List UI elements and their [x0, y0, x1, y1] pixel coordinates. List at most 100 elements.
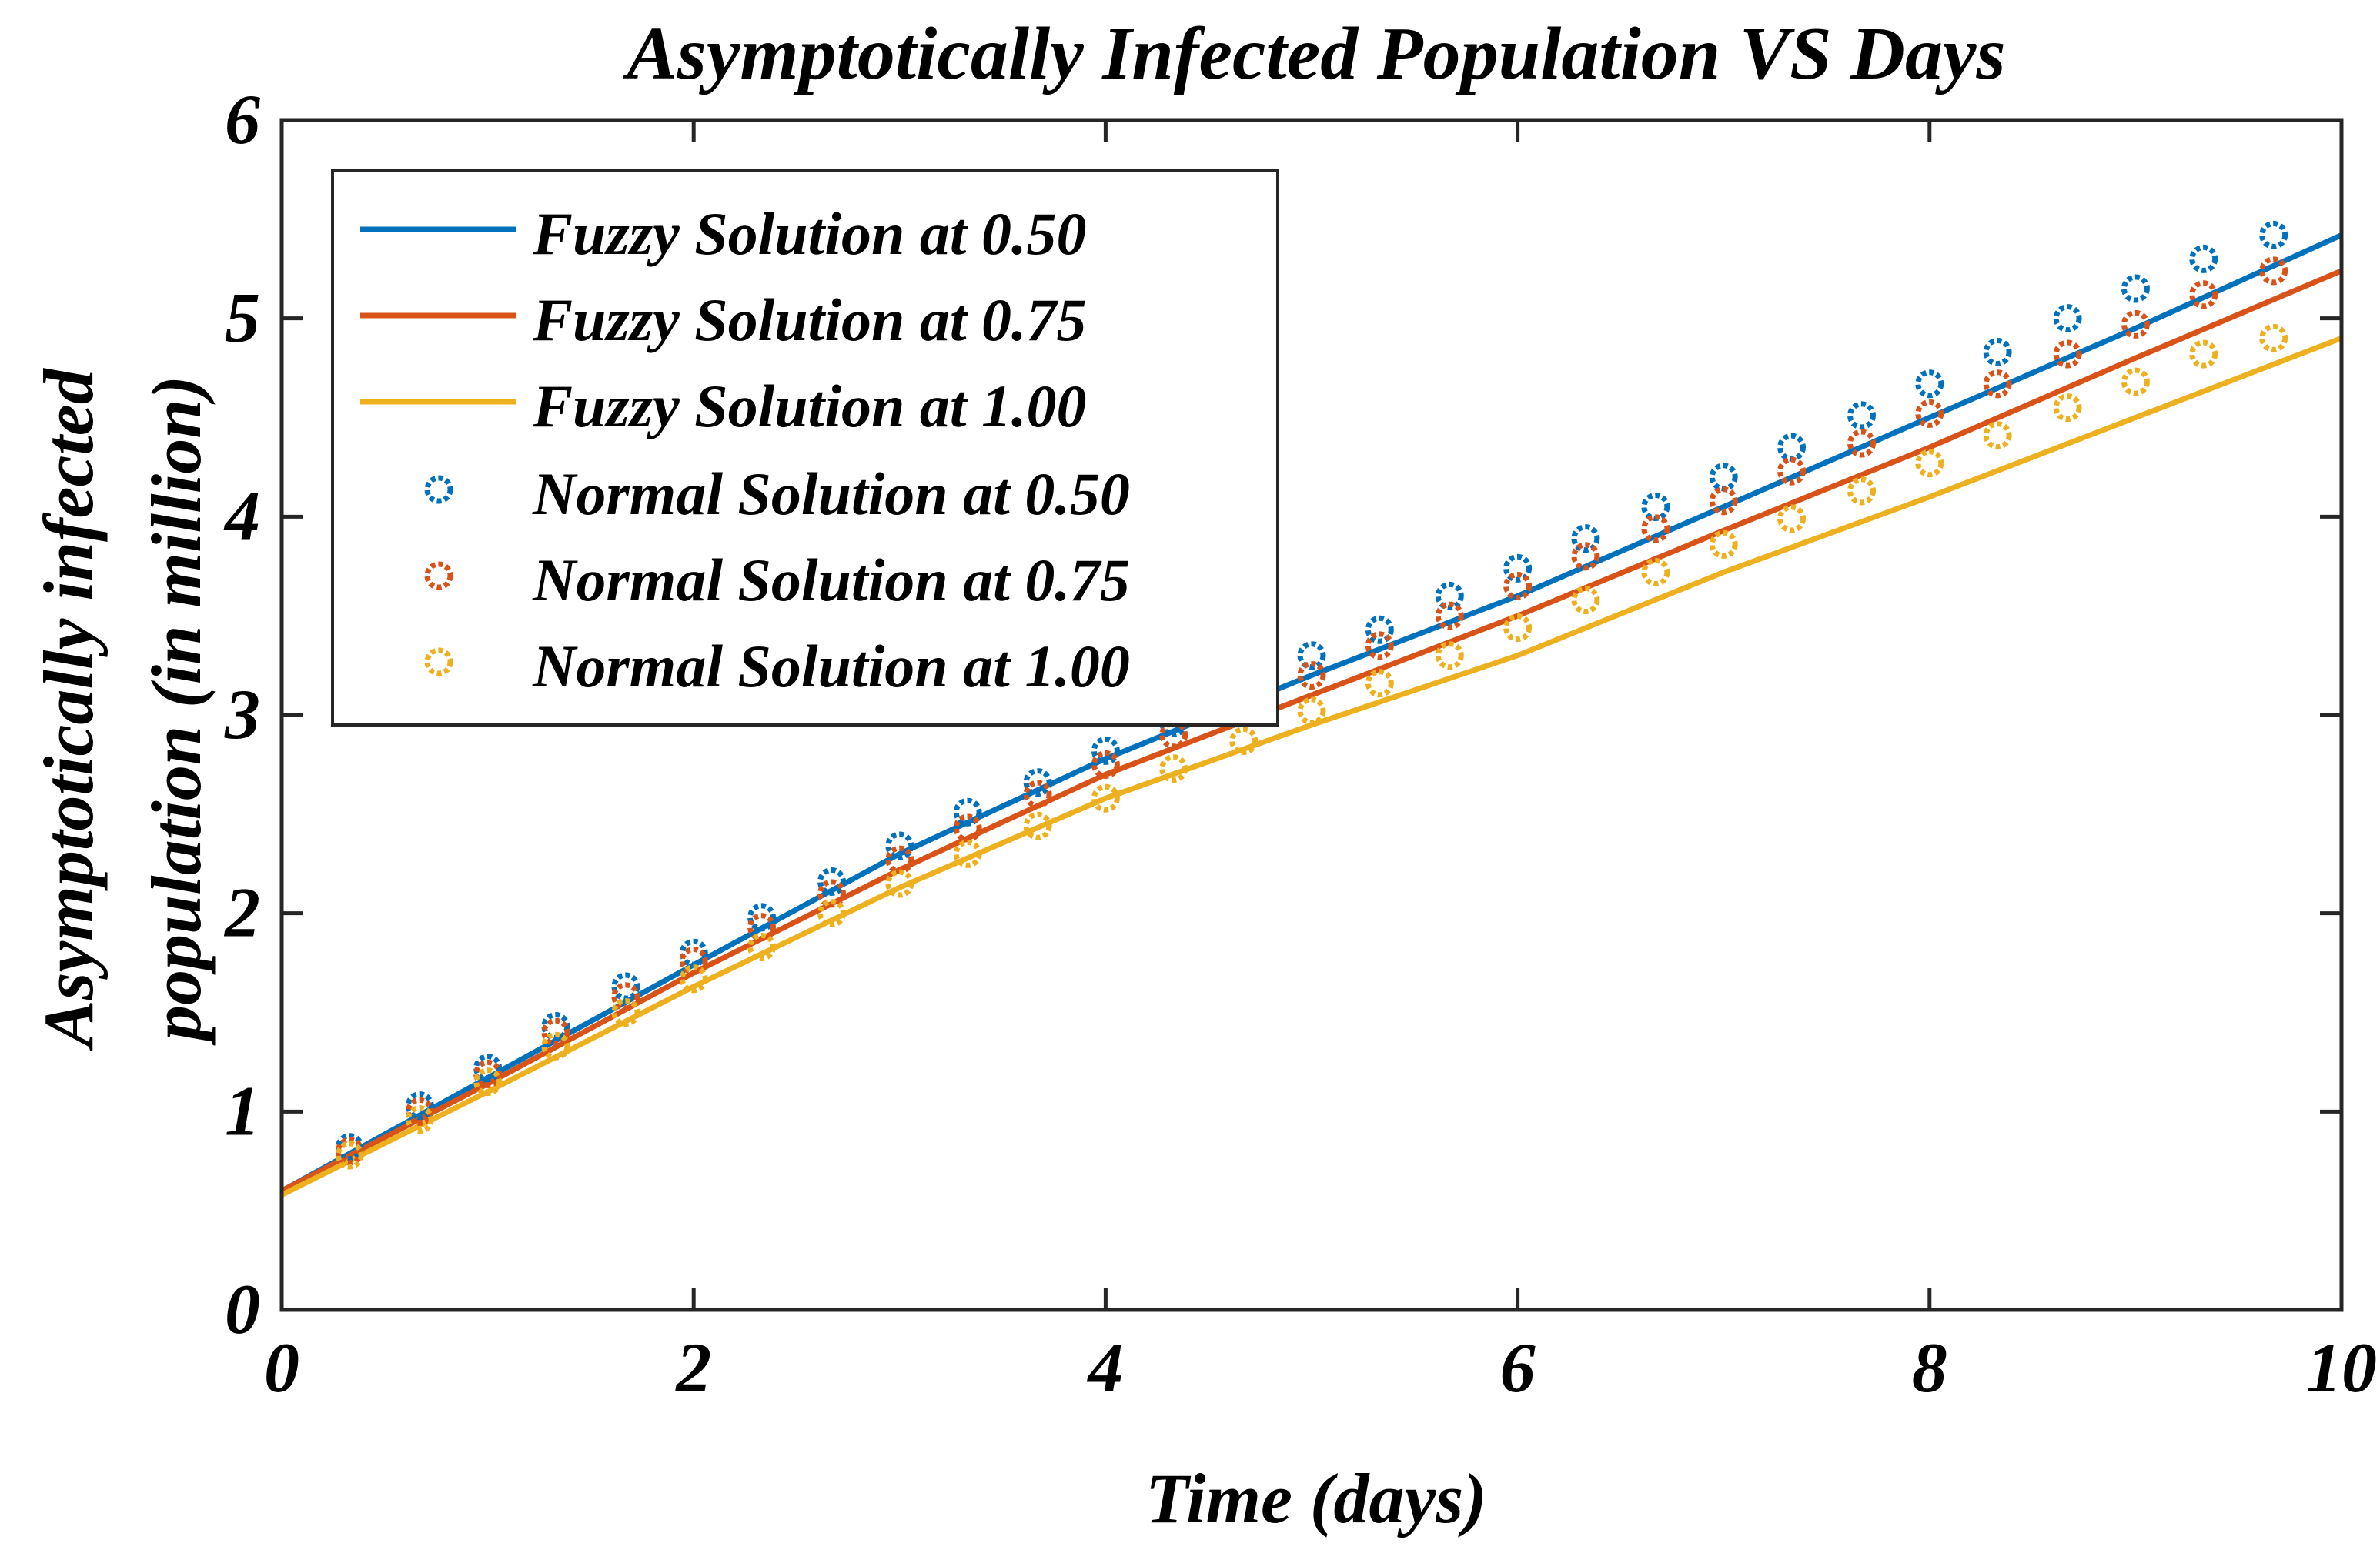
marker-normal-solution-at-0-75-point — [817, 879, 846, 908]
marker-normal-solution-at-0-50-point — [1023, 768, 1052, 797]
legend-marker-normal-solution-at-0-75 — [424, 561, 453, 590]
legend-label-fuzzy-075: Fuzzy Solution at 0.75 — [532, 286, 1087, 353]
marker-normal-solution-at-0-75-point — [1709, 486, 1738, 516]
y-axis-label: Asymptotically infected population (in m… — [29, 367, 216, 1051]
marker-normal-solution-at-1-00-point — [473, 1067, 503, 1097]
marker-normal-solution-at-1-00-point — [1503, 613, 1533, 643]
marker-normal-solution-at-1-00-point — [817, 899, 846, 928]
marker-normal-solution-at-0-75-point — [611, 982, 640, 1011]
x-axis-label: Time (days) — [1145, 1459, 1487, 1538]
marker-normal-solution-at-1-00-point — [1983, 421, 2012, 450]
y-tick-label: 6 — [225, 80, 260, 159]
marker-normal-solution-at-1-00-point — [335, 1141, 364, 1170]
y-tick-label: 0 — [225, 1270, 260, 1348]
legend-symbols — [360, 226, 516, 676]
y-tick-label: 1 — [225, 1071, 260, 1150]
marker-normal-solution-at-1-00-point — [1571, 586, 1600, 615]
marker-normal-solution-at-1-00-point — [1847, 476, 1876, 506]
marker-normal-solution-at-0-50-point — [1983, 337, 2012, 366]
marker-normal-solution-at-1-00-point — [1915, 449, 1944, 478]
marker-normal-solution-at-0-75-point — [335, 1137, 364, 1166]
y-tick-label: 3 — [224, 675, 260, 753]
y-axis-label-line-1: Asymptotically infected — [29, 367, 108, 1051]
marker-normal-solution-at-0-75-point — [1983, 369, 2012, 399]
legend-marker-normal-solution-at-0-50 — [424, 475, 453, 504]
marker-normal-solution-at-0-75-point — [1847, 429, 1876, 458]
marker-normal-solution-at-1-00-point — [679, 964, 708, 994]
marker-normal-solution-at-0-50-point — [2189, 244, 2218, 273]
marker-normal-solution-at-0-50-point — [1503, 553, 1533, 583]
chart-title: Asymptotically Infected Population VS Da… — [622, 12, 2005, 95]
marker-normal-solution-at-0-50-point — [405, 1091, 434, 1121]
marker-normal-solution-at-0-50-point — [747, 903, 777, 932]
y-tick-label: 2 — [223, 874, 260, 952]
x-tick-label: 0 — [264, 1328, 299, 1407]
marker-normal-solution-at-0-50-point — [953, 797, 982, 827]
marker-normal-solution-at-0-75-point — [1777, 456, 1807, 486]
marker-normal-solution-at-0-50-point — [1297, 641, 1326, 670]
marker-normal-solution-at-0-50-point — [885, 831, 914, 860]
marker-normal-solution-at-0-75-point — [747, 913, 777, 942]
marker-normal-solution-at-1-00-point — [2259, 323, 2288, 352]
y-tick-label: 4 — [223, 476, 260, 555]
marker-normal-solution-at-0-75-point — [1915, 399, 1944, 428]
marker-normal-solution-at-1-00-point — [2121, 367, 2150, 396]
marker-normal-solution-at-0-50-point — [1365, 615, 1394, 644]
marker-normal-solution-at-0-75-point — [1023, 780, 1052, 809]
marker-normal-solution-at-0-50-point — [2053, 304, 2082, 333]
marker-normal-solution-at-1-00-point — [747, 932, 777, 961]
marker-normal-solution-at-0-75-point — [1503, 572, 1533, 601]
marker-normal-solution-at-0-50-point — [1091, 736, 1120, 765]
marker-normal-solution-at-0-50-point — [817, 867, 846, 896]
marker-normal-solution-at-0-75-point — [1571, 542, 1600, 571]
axes-layer: 0 2 4 6 8 10 0 1 2 3 4 5 6 — [223, 80, 2377, 1407]
marker-normal-solution-at-1-00-point — [1365, 669, 1394, 698]
marker-normal-solution-at-0-75-point — [1435, 601, 1464, 630]
marker-normal-solution-at-1-00-point — [1023, 811, 1052, 840]
marker-normal-solution-at-0-75-point — [1641, 514, 1670, 543]
marker-normal-solution-at-1-00-point — [1435, 641, 1464, 670]
legend-label-fuzzy-050: Fuzzy Solution at 0.50 — [532, 200, 1087, 267]
marker-normal-solution-at-1-00-point — [885, 869, 914, 898]
marker-normal-solution-at-1-00-point — [2053, 393, 2082, 423]
legend-label-normal-100: Normal Solution at 1.00 — [532, 633, 1130, 700]
x-tick-label: 6 — [1500, 1328, 1536, 1407]
x-tick-label: 4 — [1086, 1328, 1123, 1407]
marker-normal-solution-at-1-00-point — [1159, 754, 1188, 783]
marker-normal-solution-at-0-75-point — [1365, 631, 1394, 660]
marker-normal-solution-at-1-00-point — [1091, 783, 1120, 813]
marker-normal-solution-at-0-75-point — [1297, 660, 1326, 690]
legend-label-normal-050: Normal Solution at 0.50 — [532, 460, 1130, 527]
marker-normal-solution-at-1-00-point — [1641, 557, 1670, 586]
marker-normal-solution-at-0-50-point — [541, 1012, 570, 1041]
marker-normal-solution-at-0-50-point — [1435, 581, 1464, 610]
marker-normal-solution-at-1-00-point — [611, 998, 640, 1027]
marker-normal-solution-at-1-00-point — [1229, 726, 1259, 755]
marker-normal-solution-at-0-50-point — [2121, 274, 2150, 303]
marker-normal-solution-at-1-00-point — [953, 839, 982, 868]
legend-marker-normal-solution-at-1-00 — [424, 647, 453, 676]
marker-normal-solution-at-0-75-point — [679, 947, 708, 976]
marker-normal-solution-at-0-50-point — [473, 1054, 503, 1083]
marker-normal-solution-at-0-50-point — [1847, 401, 1876, 430]
marker-normal-solution-at-0-50-point — [1571, 524, 1600, 553]
marker-normal-solution-at-0-75-point — [2259, 256, 2288, 286]
legend-label-normal-075: Normal Solution at 0.75 — [532, 546, 1130, 613]
marker-normal-solution-at-1-00-point — [1777, 504, 1807, 533]
marker-normal-solution-at-1-00-point — [2189, 339, 2218, 369]
marker-normal-solution-at-0-50-point — [1915, 369, 1944, 399]
y-tick-label: 5 — [225, 279, 260, 357]
marker-normal-solution-at-0-75-point — [2053, 339, 2082, 369]
legend-box — [331, 169, 1279, 727]
marker-normal-solution-at-1-00-point — [541, 1031, 570, 1061]
marker-normal-solution-at-0-50-point — [2259, 220, 2288, 249]
marker-normal-solution-at-1-00-point — [405, 1105, 434, 1134]
x-tick-label: 2 — [674, 1328, 711, 1407]
marker-normal-solution-at-0-75-point — [2121, 309, 2150, 339]
marker-normal-solution-at-0-75-point — [2189, 280, 2218, 309]
legend: Fuzzy Solution at 0.50 Fuzzy Solution at… — [331, 169, 1279, 727]
marker-normal-solution-at-1-00-point — [1709, 529, 1738, 559]
x-tick-label: 10 — [2306, 1328, 2377, 1407]
series-line-fuzzy-solution-at-0-50 — [280, 232, 2343, 1194]
